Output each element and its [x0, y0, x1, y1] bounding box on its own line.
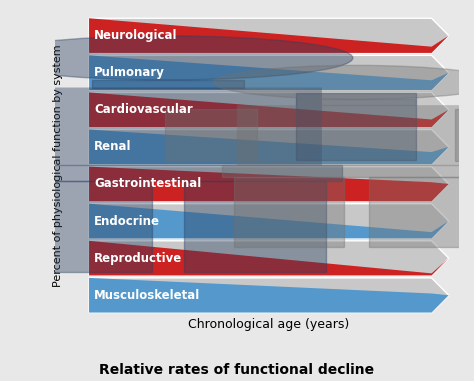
- Text: Renal: Renal: [94, 140, 132, 154]
- Text: Gastrointestinal: Gastrointestinal: [94, 178, 201, 190]
- Polygon shape: [89, 278, 449, 312]
- Polygon shape: [89, 18, 449, 53]
- Bar: [456, 109, 474, 162]
- Text: Neurological: Neurological: [94, 29, 178, 42]
- Polygon shape: [89, 166, 449, 201]
- Bar: [222, 165, 474, 178]
- Bar: [369, 178, 474, 247]
- Text: Endocrine: Endocrine: [94, 215, 160, 227]
- Polygon shape: [89, 241, 449, 275]
- Polygon shape: [89, 278, 449, 312]
- Polygon shape: [89, 93, 449, 127]
- Polygon shape: [89, 204, 449, 239]
- FancyBboxPatch shape: [237, 105, 474, 166]
- Polygon shape: [89, 55, 449, 90]
- Bar: [184, 181, 326, 272]
- Text: Chronological age (years): Chronological age (years): [188, 318, 349, 331]
- Polygon shape: [89, 130, 449, 164]
- Bar: [0, 165, 342, 181]
- Polygon shape: [89, 204, 449, 239]
- Polygon shape: [89, 241, 449, 275]
- Polygon shape: [89, 93, 449, 127]
- Bar: [234, 178, 344, 247]
- Bar: [297, 99, 415, 106]
- Text: Percent of physiological function by system: Percent of physiological function by sys…: [53, 44, 63, 287]
- FancyBboxPatch shape: [14, 88, 322, 166]
- Bar: [164, 109, 257, 162]
- Circle shape: [0, 36, 353, 80]
- Text: Relative rates of functional decline: Relative rates of functional decline: [100, 363, 374, 377]
- Bar: [10, 181, 152, 272]
- Text: Musculoskeletal: Musculoskeletal: [94, 289, 201, 302]
- Text: Cardiovascular: Cardiovascular: [94, 103, 193, 116]
- Text: Reproductive: Reproductive: [94, 251, 182, 265]
- Circle shape: [213, 66, 474, 99]
- Text: Pulmonary: Pulmonary: [94, 66, 165, 79]
- Polygon shape: [89, 130, 449, 164]
- Polygon shape: [89, 166, 449, 201]
- Bar: [0, 93, 39, 160]
- Polygon shape: [89, 55, 449, 90]
- Bar: [296, 93, 416, 160]
- Bar: [91, 80, 244, 88]
- Polygon shape: [89, 18, 449, 53]
